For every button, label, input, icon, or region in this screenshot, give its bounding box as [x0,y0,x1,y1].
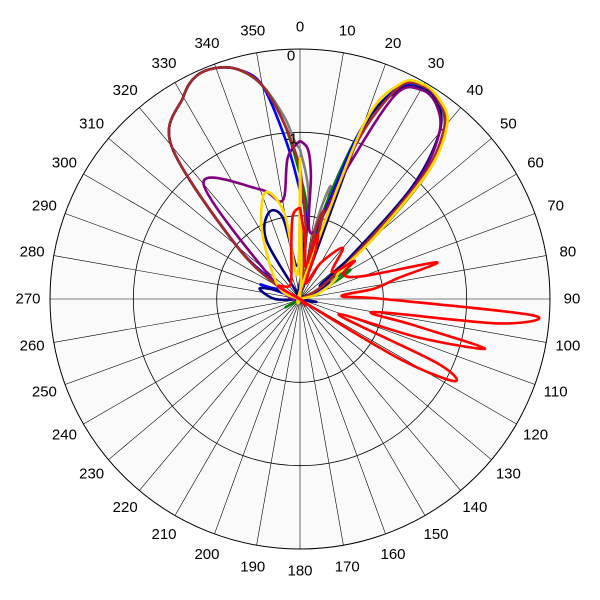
angle-tick-label: 150 [423,526,448,543]
angle-tick-label: 60 [527,155,544,172]
angle-tick-label: 10 [339,23,356,40]
angle-tick-label: 170 [335,558,360,575]
angular-grid-spoke [299,255,547,300]
angle-tick-label: 240 [52,427,77,444]
angular-grid-spoke [299,298,492,460]
angle-tick-label: 30 [428,55,445,72]
angle-tick-label: 260 [20,338,45,355]
angle-tick-label: 250 [32,384,57,401]
angle-tick-label: 330 [151,55,176,72]
angle-tick-label: 110 [544,384,568,401]
angle-tick-label: 50 [500,116,517,133]
angular-grid-spoke [53,255,301,300]
angle-tick-label: 0 [296,19,304,36]
angle-tick-label: 190 [240,558,265,575]
angle-tick-label: 340 [194,35,219,52]
angle-tick-label: 130 [496,465,521,482]
angular-grid-spoke [139,107,301,300]
angle-tick-label: 270 [15,291,40,308]
angular-grid-spoke [214,298,301,535]
angular-grid-spoke [299,298,547,343]
angular-grid-spoke [64,298,301,385]
angle-tick-label: 20 [385,35,402,52]
angle-tick-label: 210 [151,526,176,543]
angle-tick-label: 290 [32,197,57,214]
angular-grid-spoke [299,52,344,300]
angular-grid-spoke [139,298,301,491]
angle-tick-label: 230 [79,465,104,482]
angular-grid-spoke [174,298,301,516]
angle-tick-label: 70 [547,197,564,214]
angle-tick-label: 220 [113,499,138,516]
angle-tick-label: 80 [560,243,577,260]
angle-tick-label: 280 [20,243,45,260]
angular-grid-spoke [299,298,426,516]
series-line-6 [259,78,449,305]
angle-tick-label: 160 [381,546,406,563]
angle-tick-label: 40 [466,82,483,99]
angle-tick-label: 140 [462,499,487,516]
angular-grid-spoke [299,213,536,300]
angle-tick-label: 90 [564,291,581,308]
series-line-7 [276,206,541,383]
angular-grid-spoke [83,298,301,425]
angular-grid-spoke [53,298,301,343]
radial-tick-label: -1 [284,131,297,148]
angle-tick-label: 350 [240,23,265,40]
angular-grid-spoke [299,298,386,535]
series-layer [167,65,541,383]
angular-grid-spoke [214,63,301,300]
label-layer: 0 10 20 30 40 50 60 70 80 90 100 110 120 130 140 150 160… [15,19,580,580]
angle-tick-label: 310 [79,116,104,133]
angular-grid-spoke [299,298,461,491]
angle-tick-label: 100 [555,338,580,355]
angle-tick-label: 300 [52,155,77,172]
angular-grid-spoke [83,173,301,300]
radial-tick-label: 0 [287,47,295,64]
angle-tick-label: 120 [523,427,548,444]
angle-tick-label: 200 [194,546,219,563]
angular-grid-spoke [299,298,344,546]
angle-tick-label: 320 [113,82,138,99]
angle-tick-label: 180 [287,563,312,580]
angular-grid-spoke [299,298,517,425]
angular-grid-spoke [256,298,301,546]
angular-grid-spoke [108,298,301,460]
angular-grid-spoke [299,107,461,300]
